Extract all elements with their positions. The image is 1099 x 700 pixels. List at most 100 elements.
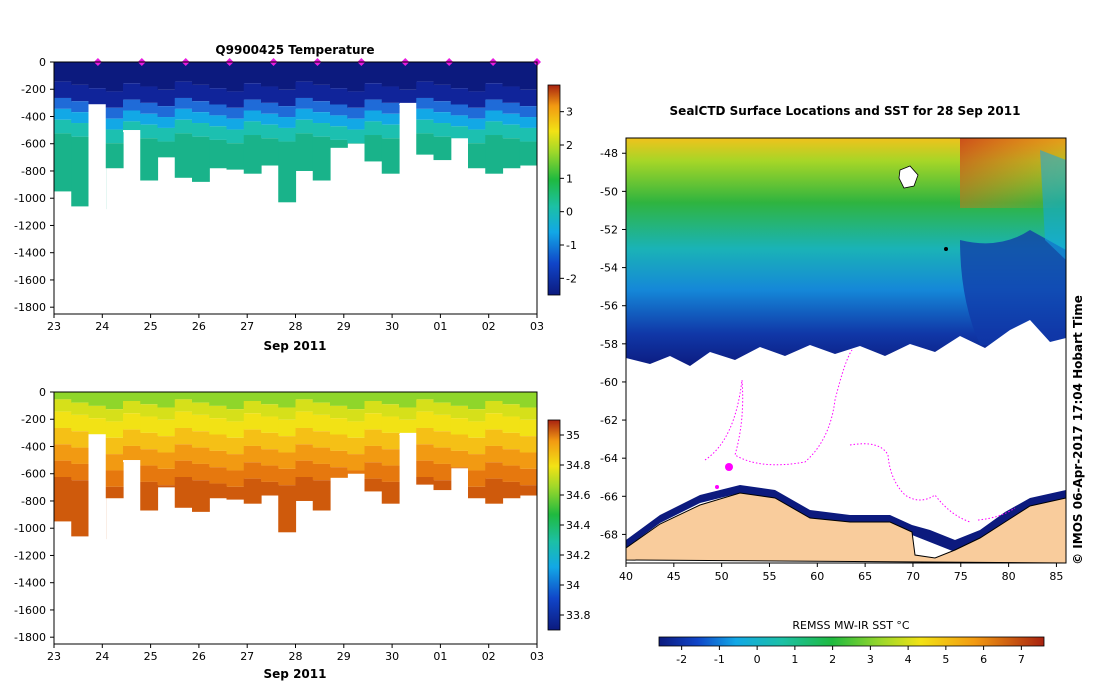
salinity-cell	[399, 419, 417, 433]
colorbar-tick-label: 2	[566, 139, 573, 152]
salinity-cell	[485, 429, 504, 446]
salinity-cell	[105, 437, 124, 455]
salinity-cell	[295, 444, 314, 461]
x-tick-label: 27	[240, 320, 254, 333]
x-tick-label: 29	[337, 650, 351, 663]
sst-colorbar-tick-label: 1	[791, 653, 798, 666]
temperature-cell	[364, 99, 383, 111]
seal-track-south	[849, 443, 971, 523]
x-tick-label: 24	[95, 650, 109, 663]
seal-cluster-marker	[725, 463, 733, 471]
y-tick-label: -1400	[14, 577, 46, 590]
x-tick-label: 25	[144, 650, 158, 663]
salinity-cell	[468, 486, 486, 499]
temperature-cell	[174, 81, 193, 98]
salinity-cell	[330, 405, 348, 419]
temperature-cell	[295, 108, 314, 120]
y-tick-label: -600	[21, 468, 46, 481]
salinity-cell	[226, 470, 245, 487]
map-longitude-axis: 40 45 50 55 60 65 70 75 80 85	[619, 563, 1063, 583]
salinity-cell	[312, 431, 331, 448]
lon-tick-label: 55	[762, 570, 776, 583]
salinity-cell	[330, 434, 348, 451]
temperature-cell	[485, 99, 504, 111]
salinity-cell	[278, 436, 297, 453]
lon-tick-label: 60	[810, 570, 824, 583]
colorbar-tick-label: 34.4	[566, 519, 591, 532]
temperature-cell	[54, 133, 72, 192]
temperature-cell	[261, 102, 279, 114]
temperature-cell	[433, 62, 452, 85]
sst-cold-east-tongue	[960, 230, 1066, 345]
salinity-cell	[174, 399, 193, 412]
salinity-cell	[174, 411, 193, 428]
temperature-cell	[416, 108, 435, 120]
salinity-cell	[381, 449, 400, 466]
colorbar-tick-label: 34.2	[566, 549, 591, 562]
salinity-cell	[226, 454, 245, 471]
temperature-cell	[347, 118, 366, 130]
temperature-cell	[312, 84, 331, 102]
temperature-cell	[364, 135, 383, 162]
temperature-y-axis: 0 -200 -400 -600 -800 -1000 -1200 -1400 -1600 -18…	[14, 56, 54, 314]
salinity-cell	[88, 392, 107, 406]
sst-colorbar-tick-label: 2	[829, 653, 836, 666]
salinity-cell	[123, 392, 141, 401]
lon-tick-label: 85	[1049, 570, 1063, 583]
salinity-cell	[243, 445, 262, 463]
temperature-cell	[157, 117, 176, 128]
salinity-cell	[209, 405, 228, 419]
salinity-cell	[209, 392, 228, 406]
colorbar-tick-label: 1	[566, 172, 573, 185]
temperature-cell	[71, 62, 90, 85]
salinity-cell	[468, 421, 486, 438]
salinity-cell	[416, 444, 435, 461]
temperature-cell	[347, 107, 366, 119]
salinity-cell	[519, 468, 537, 486]
x-tick-label: 27	[240, 650, 254, 663]
salinity-panel: 0 -200 -400 -600 -800 -1000 -1200 -1400 -1600 -18…	[14, 386, 590, 681]
temperature-cell	[123, 121, 141, 131]
lon-tick-label: 40	[619, 570, 633, 583]
salinity-colorbar-gradient	[547, 419, 561, 631]
salinity-cell	[364, 392, 383, 401]
temperature-cell	[157, 141, 176, 158]
salinity-cell	[157, 436, 176, 453]
temperature-cell	[399, 89, 417, 103]
salinity-cell	[226, 486, 245, 500]
seal-surface-point	[715, 485, 719, 489]
temperature-cell	[347, 62, 366, 92]
salinity-cell	[278, 392, 297, 408]
temperature-cell	[54, 119, 72, 134]
salinity-cell	[485, 392, 504, 401]
temperature-cell	[174, 133, 193, 178]
temperature-cell	[485, 110, 504, 122]
salinity-cell	[399, 407, 417, 420]
salinity-cell	[519, 452, 537, 469]
temperature-cell	[54, 81, 72, 98]
temperature-cell	[261, 86, 279, 103]
salinity-cell	[519, 392, 537, 408]
x-tick-label: 30	[385, 320, 399, 333]
salinity-cell	[295, 399, 314, 412]
temperature-cell	[174, 108, 193, 120]
salinity-cell	[174, 392, 193, 400]
salinity-cell	[105, 409, 124, 422]
salinity-cell	[364, 478, 383, 492]
salinity-cell	[416, 477, 435, 485]
temperature-x-label: Sep 2011	[264, 339, 327, 353]
temperature-cell	[278, 106, 297, 118]
temperature-cell	[261, 124, 279, 139]
lat-tick-label: -48	[600, 147, 618, 160]
temperature-cell	[468, 143, 486, 169]
temperature-cell	[502, 113, 521, 125]
salinity-cell	[347, 421, 366, 438]
salinity-cell	[192, 431, 210, 448]
salinity-cell	[226, 437, 245, 455]
temperature-cell	[295, 97, 314, 109]
temperature-cell	[381, 62, 400, 87]
lon-tick-label: 70	[906, 570, 920, 583]
salinity-cell	[485, 462, 504, 479]
salinity-cell	[502, 465, 521, 482]
sst-colorbar-tick-label: -2	[676, 653, 687, 666]
